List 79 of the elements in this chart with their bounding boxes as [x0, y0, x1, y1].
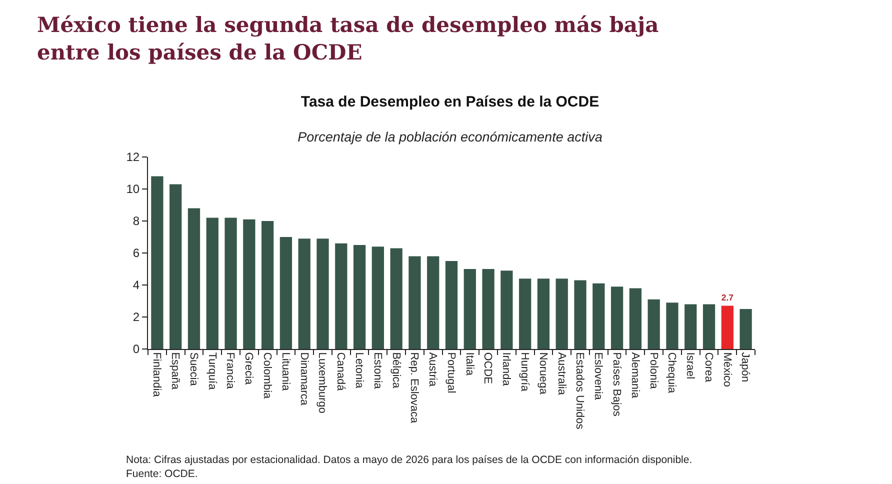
bar — [702, 304, 716, 349]
bar — [188, 208, 200, 349]
x-tick-label: Colombia — [260, 352, 273, 400]
x-tick-label: Estados Unidos — [574, 352, 586, 430]
x-tick-label: Letonia — [352, 352, 365, 390]
bar — [372, 246, 384, 349]
bar — [610, 286, 624, 349]
bar — [445, 261, 458, 349]
x-tick-label: Corea — [702, 352, 714, 384]
x-tick-label: Países Bajos — [610, 352, 622, 417]
bar — [629, 288, 642, 349]
y-tick-label: 4 — [132, 278, 140, 292]
x-tick-label: OCDE — [482, 352, 494, 384]
y-tick-label: 6 — [132, 246, 140, 260]
x-tick-label: Irlanda — [500, 352, 512, 387]
bar — [335, 243, 348, 349]
bar — [390, 248, 402, 349]
x-tick-label: España — [169, 352, 182, 390]
x-tick-label: Italia — [463, 352, 476, 376]
x-tick-label: Polonia — [647, 352, 660, 390]
x-tick-label: Lituania — [279, 352, 292, 392]
y-tick-label: 12 — [126, 150, 140, 164]
bar — [721, 306, 734, 349]
chart-title: Tasa de Desempleo en Países de la OCDE — [300, 94, 600, 110]
x-tick-label: Canadá — [334, 352, 347, 392]
source-note: Fuente: OCDE. — [126, 468, 198, 480]
x-tick-label: Noruega — [536, 352, 549, 396]
bar — [170, 184, 182, 349]
y-tick-label: 0 — [132, 342, 140, 356]
x-tick-label: Estonia — [371, 352, 384, 390]
bar — [280, 237, 292, 349]
text: Nota: Cifras ajustadas por estacionalidad. Datos a mayo de 2026 para los países de la OCDE con información disponible. — [126, 454, 692, 466]
bar — [556, 278, 568, 349]
x-tick-label: Francia — [224, 352, 236, 390]
chart-subtitle: Porcentaje de la población económicamente activa — [298, 130, 603, 145]
bar — [298, 238, 310, 349]
bar — [740, 309, 752, 349]
bar — [574, 280, 586, 349]
x-tick-label: Japón — [739, 352, 752, 382]
x-tick-label: Israel — [684, 352, 696, 380]
x-tick-label: Luxemburgo — [316, 352, 328, 414]
bar — [592, 283, 605, 349]
x-tick-label: Rep. Eslovaca — [408, 352, 420, 424]
bar — [353, 245, 366, 349]
bar — [482, 269, 494, 349]
bar — [464, 269, 476, 349]
data-label: 2.7 — [721, 292, 734, 302]
bar — [151, 176, 164, 349]
bar — [537, 278, 550, 349]
y-tick-label: 2 — [132, 310, 140, 324]
x-tick-label: Portugal — [444, 352, 457, 394]
x-tick-label: Dinamarca — [298, 352, 310, 406]
y-tick-label: 10 — [126, 182, 140, 196]
x-tick-label: Chequia — [666, 352, 678, 394]
bar — [206, 218, 218, 349]
y-tick-label: 8 — [132, 214, 140, 228]
x-tick-label: Turquía — [206, 352, 218, 391]
bar — [427, 256, 440, 349]
bar — [408, 256, 421, 349]
x-tick-label: Alemania — [628, 352, 641, 399]
x-tick-label: Suecia — [187, 352, 200, 387]
bar — [316, 238, 329, 349]
bar — [243, 219, 256, 349]
bar — [519, 278, 532, 349]
bar — [500, 270, 513, 349]
x-tick-label: Eslovenia — [592, 352, 604, 401]
x-tick-label: Hungría — [518, 352, 531, 392]
x-tick-label: Austria — [426, 352, 439, 388]
x-tick-label: Bélgica — [390, 352, 402, 390]
x-tick-label: México — [720, 352, 733, 388]
x-tick-label: Finlandia — [150, 352, 163, 398]
bar — [261, 221, 274, 349]
bar — [684, 304, 697, 349]
x-tick-label: Grecia — [242, 352, 255, 386]
bar — [666, 302, 678, 349]
text: México tiene la segunda tasa de desempleo más baja entre los países de la OCDE — [37, 12, 660, 64]
bar — [224, 218, 237, 349]
bar — [648, 299, 660, 349]
x-tick-label: Australia — [555, 352, 568, 396]
